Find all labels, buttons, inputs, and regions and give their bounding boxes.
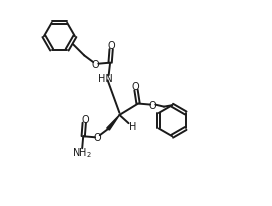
Text: O: O <box>132 82 139 92</box>
Text: H: H <box>129 121 136 131</box>
Text: O: O <box>94 133 101 143</box>
Text: NH$_2$: NH$_2$ <box>72 146 92 159</box>
Text: O: O <box>81 115 89 124</box>
Text: O: O <box>92 59 100 69</box>
Text: O: O <box>108 41 116 51</box>
Text: O: O <box>149 100 156 110</box>
Text: HN: HN <box>98 74 112 84</box>
Polygon shape <box>107 115 119 130</box>
